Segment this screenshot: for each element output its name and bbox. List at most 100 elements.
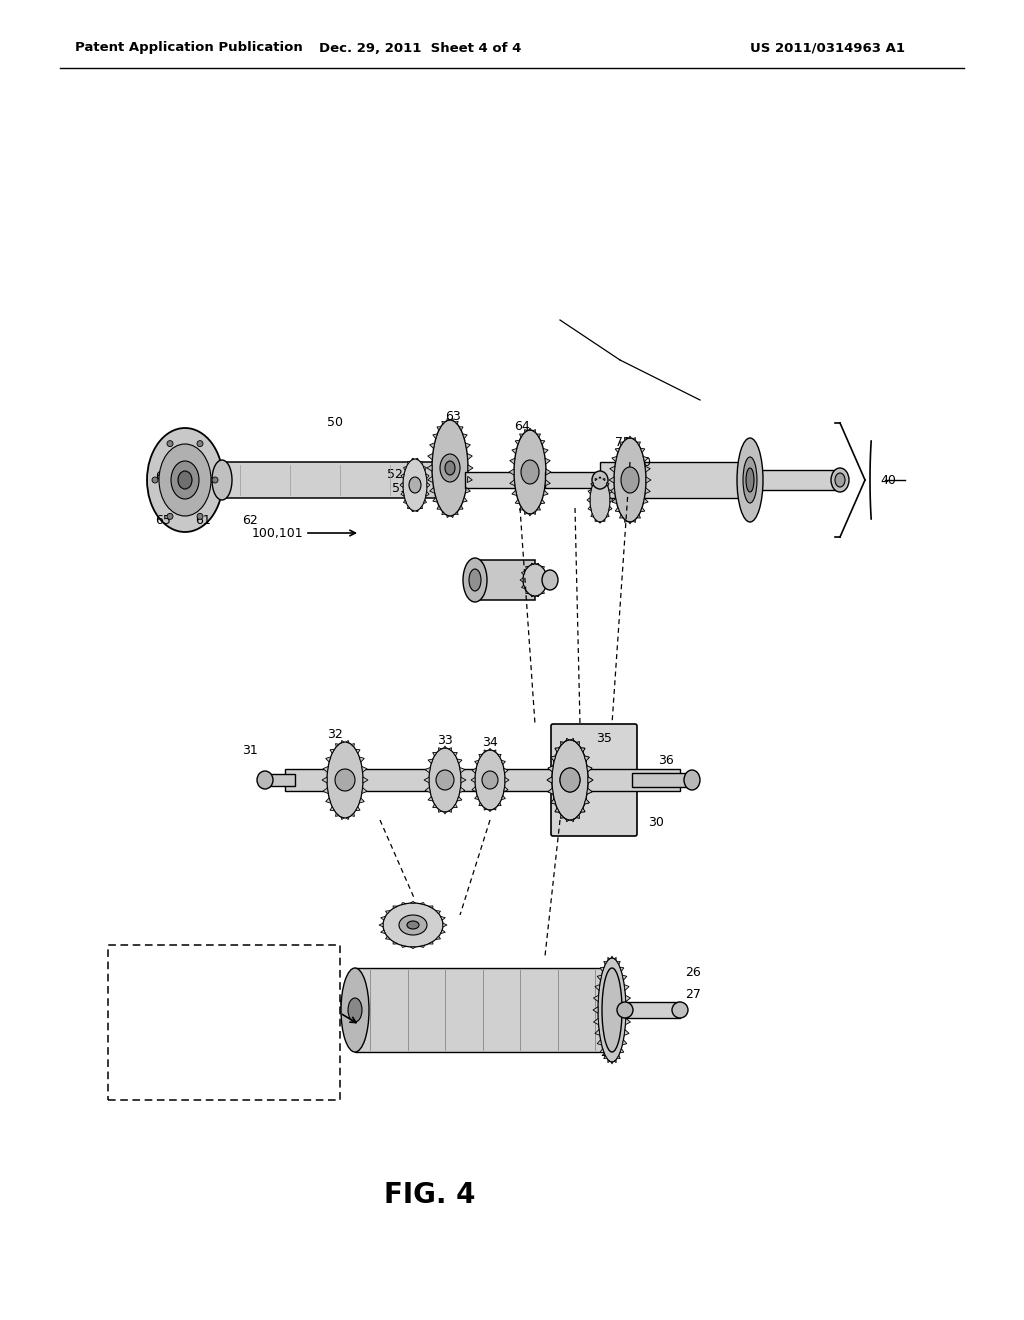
Ellipse shape — [831, 469, 849, 492]
Polygon shape — [545, 585, 549, 589]
Text: 30: 30 — [648, 816, 664, 829]
Polygon shape — [428, 906, 433, 908]
Polygon shape — [585, 799, 590, 804]
Polygon shape — [460, 787, 465, 792]
Polygon shape — [530, 595, 534, 597]
Polygon shape — [426, 474, 429, 478]
Polygon shape — [336, 813, 339, 816]
Polygon shape — [479, 803, 482, 805]
Polygon shape — [633, 520, 636, 523]
Polygon shape — [560, 814, 564, 818]
Polygon shape — [423, 500, 426, 503]
Polygon shape — [588, 777, 593, 783]
Polygon shape — [400, 483, 403, 487]
Polygon shape — [548, 788, 553, 795]
Polygon shape — [385, 911, 390, 913]
Polygon shape — [438, 747, 441, 751]
Polygon shape — [443, 923, 447, 927]
Polygon shape — [512, 490, 517, 495]
Ellipse shape — [552, 741, 588, 820]
Polygon shape — [504, 787, 508, 792]
Polygon shape — [515, 499, 519, 504]
Polygon shape — [625, 1002, 680, 1018]
Polygon shape — [541, 499, 545, 504]
Ellipse shape — [445, 461, 455, 475]
Polygon shape — [587, 766, 592, 772]
Polygon shape — [600, 462, 750, 498]
Polygon shape — [428, 796, 433, 801]
Polygon shape — [341, 817, 344, 820]
Polygon shape — [643, 457, 648, 462]
Polygon shape — [437, 506, 440, 510]
Polygon shape — [604, 961, 606, 965]
Polygon shape — [488, 748, 492, 750]
Polygon shape — [468, 465, 473, 471]
Polygon shape — [412, 458, 414, 459]
Text: 36: 36 — [658, 754, 674, 767]
FancyBboxPatch shape — [551, 723, 637, 836]
Ellipse shape — [348, 998, 362, 1022]
Polygon shape — [555, 808, 559, 812]
Polygon shape — [461, 777, 466, 783]
Polygon shape — [351, 813, 354, 816]
Polygon shape — [560, 814, 564, 818]
Text: FUEL MIXING UNIT 13: FUEL MIXING UNIT 13 — [161, 997, 287, 1010]
Polygon shape — [385, 936, 390, 940]
Polygon shape — [611, 499, 616, 503]
Polygon shape — [546, 469, 551, 475]
Text: 62: 62 — [242, 513, 258, 527]
Polygon shape — [609, 488, 614, 494]
Ellipse shape — [614, 438, 646, 521]
Polygon shape — [560, 742, 564, 744]
Polygon shape — [525, 566, 528, 569]
Polygon shape — [430, 444, 434, 449]
Ellipse shape — [542, 570, 558, 590]
Circle shape — [152, 477, 158, 483]
Polygon shape — [645, 488, 650, 494]
Polygon shape — [547, 578, 550, 582]
Polygon shape — [645, 466, 650, 473]
Polygon shape — [504, 768, 508, 774]
Polygon shape — [595, 985, 600, 990]
Ellipse shape — [341, 968, 369, 1052]
Text: 33: 33 — [437, 734, 453, 747]
Polygon shape — [577, 742, 580, 744]
Text: 34: 34 — [482, 737, 498, 750]
Polygon shape — [547, 777, 552, 783]
Polygon shape — [595, 1030, 600, 1035]
Polygon shape — [599, 521, 601, 523]
Polygon shape — [614, 957, 616, 960]
Polygon shape — [427, 483, 430, 487]
Polygon shape — [323, 788, 328, 793]
Polygon shape — [443, 812, 446, 814]
Polygon shape — [459, 506, 463, 510]
Text: 32: 32 — [327, 729, 343, 742]
Polygon shape — [591, 483, 594, 486]
Polygon shape — [545, 480, 550, 486]
Text: TO ANY OF:: TO ANY OF: — [186, 957, 262, 969]
Polygon shape — [577, 814, 580, 818]
Polygon shape — [560, 742, 564, 744]
Polygon shape — [625, 520, 627, 523]
Polygon shape — [577, 814, 580, 818]
Ellipse shape — [147, 428, 223, 532]
Polygon shape — [551, 756, 556, 762]
Text: 100,101: 100,101 — [251, 527, 303, 540]
Polygon shape — [322, 777, 327, 783]
Polygon shape — [467, 454, 472, 459]
Polygon shape — [524, 429, 527, 433]
Polygon shape — [420, 506, 423, 508]
Polygon shape — [585, 756, 590, 762]
Text: 28: 28 — [327, 998, 343, 1011]
Text: HYDRAULIC PUMP 12: HYDRAULIC PUMP 12 — [163, 977, 286, 990]
Ellipse shape — [737, 438, 763, 521]
Polygon shape — [637, 515, 640, 519]
Ellipse shape — [621, 467, 639, 492]
Polygon shape — [626, 995, 631, 1002]
Ellipse shape — [590, 478, 610, 521]
Text: 70: 70 — [635, 457, 651, 470]
Polygon shape — [441, 512, 444, 515]
Polygon shape — [528, 428, 531, 430]
Polygon shape — [420, 903, 425, 904]
Polygon shape — [359, 756, 365, 762]
